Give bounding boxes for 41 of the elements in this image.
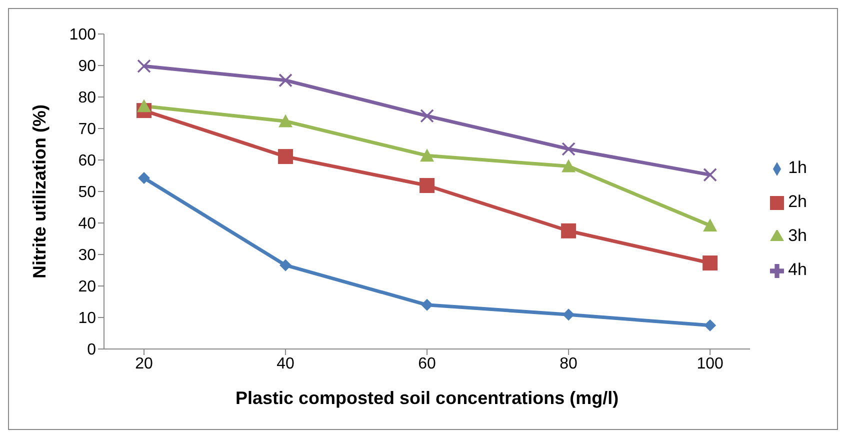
point bbox=[137, 59, 151, 74]
point bbox=[280, 259, 292, 272]
x-tick-label: 60 bbox=[418, 355, 436, 372]
point bbox=[278, 149, 294, 164]
y-tick-label: 100 bbox=[69, 26, 96, 44]
legend-label: 4h bbox=[788, 260, 807, 279]
point bbox=[562, 159, 576, 172]
point bbox=[703, 218, 718, 232]
point bbox=[703, 168, 717, 182]
y-tick-label: 20 bbox=[78, 278, 96, 296]
point bbox=[420, 178, 435, 194]
point bbox=[562, 308, 575, 321]
y-tick-label: 30 bbox=[78, 247, 96, 264]
y-tick-label: 90 bbox=[78, 58, 96, 76]
legend-label: 2h bbox=[788, 192, 807, 211]
point bbox=[420, 109, 434, 123]
y-tick-label: 70 bbox=[78, 121, 96, 138]
legend-label: 1h bbox=[788, 158, 807, 177]
point bbox=[420, 148, 434, 162]
y-tick-label: 10 bbox=[78, 310, 96, 328]
point bbox=[138, 172, 150, 184]
x-tick-label: 40 bbox=[276, 355, 295, 372]
x-tick-label: 20 bbox=[135, 355, 153, 372]
point bbox=[278, 114, 293, 128]
legend-label: 3h bbox=[788, 226, 807, 245]
point bbox=[278, 73, 292, 88]
y-tick-label: 80 bbox=[78, 90, 96, 107]
x-tick-label: 100 bbox=[696, 355, 724, 372]
point bbox=[702, 256, 718, 271]
y-tick-label: 60 bbox=[78, 152, 96, 170]
y-axis-title: Nitrite utilization (%) bbox=[29, 104, 50, 278]
point bbox=[421, 298, 434, 311]
y-tick-label: 40 bbox=[78, 216, 96, 233]
point bbox=[561, 223, 576, 238]
x-axis-title: Plastic composted soil concentrations (mg/l) bbox=[236, 388, 619, 408]
y-tick-label: 0 bbox=[87, 342, 96, 359]
x-tick-label: 80 bbox=[560, 355, 578, 372]
point bbox=[704, 319, 716, 332]
y-tick-label: 50 bbox=[78, 184, 96, 202]
point bbox=[562, 142, 576, 156]
point bbox=[137, 99, 151, 112]
